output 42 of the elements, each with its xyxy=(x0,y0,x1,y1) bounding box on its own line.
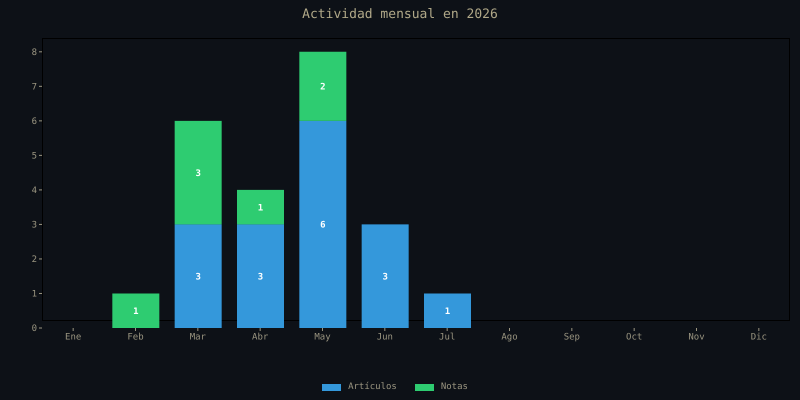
x-tick-label: Abr xyxy=(252,332,269,342)
bar xyxy=(237,224,284,328)
data-label: 3 xyxy=(195,168,201,179)
bar xyxy=(299,52,346,121)
data-label: 3 xyxy=(195,272,201,282)
legend-label: Artículos xyxy=(347,382,397,392)
bar xyxy=(174,120,222,224)
y-tick-label: 4 xyxy=(32,186,37,196)
bar xyxy=(237,190,284,224)
y-tick-label: 3 xyxy=(32,220,37,231)
x-tick-label: Ene xyxy=(65,332,82,342)
data-label: 1 xyxy=(133,306,139,317)
x-tick-label: Jul xyxy=(439,332,456,342)
x-tick-label: Sep xyxy=(564,332,580,342)
x-tick-label: Mar xyxy=(190,332,207,342)
x-tick-label: Jun xyxy=(376,332,393,342)
y-tick-label: 1 xyxy=(32,290,37,300)
y-tick-label: 2 xyxy=(32,255,37,266)
x-tick-label: Feb xyxy=(127,332,144,342)
y-tick-label: 5 xyxy=(32,152,37,162)
bar xyxy=(174,224,222,328)
data-label: 6 xyxy=(320,220,326,231)
bar xyxy=(424,293,471,328)
data-label: 1 xyxy=(444,306,450,317)
y-tick-label: 0 xyxy=(32,324,37,334)
y-tick-label: 7 xyxy=(32,82,37,93)
chart-title: Actividad mensual en 2026 xyxy=(301,7,499,22)
x-tick-label: May xyxy=(314,332,332,342)
x-tick-label: Dic xyxy=(750,332,767,342)
data-label: 1 xyxy=(258,203,264,214)
x-tick-label: Oct xyxy=(626,332,642,342)
bar xyxy=(362,224,409,328)
data-label: 3 xyxy=(258,272,264,282)
x-tick-label: Nov xyxy=(688,332,705,342)
bar xyxy=(112,293,160,328)
data-label: 2 xyxy=(320,82,326,93)
bar xyxy=(299,120,346,328)
y-tick-label: 8 xyxy=(32,48,37,58)
x-tick-label: Ago xyxy=(501,332,518,342)
y-tick-label: 6 xyxy=(32,117,37,128)
data-label: 3 xyxy=(382,272,388,282)
legend-label: Notas xyxy=(440,382,468,392)
